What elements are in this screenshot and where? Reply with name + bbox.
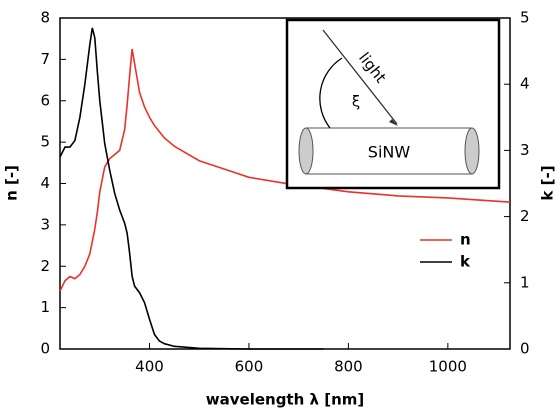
y-tick-label: 6 bbox=[40, 91, 50, 109]
angle-label: ξ bbox=[352, 93, 360, 111]
y-tick-label: 5 bbox=[40, 133, 50, 151]
legend-label: n bbox=[460, 231, 471, 249]
y2-tick-label: 4 bbox=[520, 75, 530, 93]
y2-tick-label: 0 bbox=[520, 340, 530, 358]
angle-arc bbox=[319, 57, 343, 129]
y-tick-label: 8 bbox=[40, 9, 50, 27]
x-tick-label: 1000 bbox=[429, 358, 467, 376]
cylinder-end bbox=[298, 127, 314, 175]
x-tick-label: 800 bbox=[334, 358, 363, 376]
light-ray bbox=[322, 29, 398, 125]
series-line bbox=[59, 48, 511, 292]
cylinder-end bbox=[464, 127, 480, 175]
series-line bbox=[59, 27, 324, 350]
y2-tick-label: 1 bbox=[520, 273, 530, 291]
arrow-head bbox=[389, 119, 398, 126]
y-tick-label: 0 bbox=[40, 340, 50, 358]
x-axis-title: wavelength λ [nm] bbox=[206, 391, 364, 409]
inset: light ξ SiNW bbox=[285, 18, 501, 190]
y2-axis-title: k [-] bbox=[539, 165, 557, 200]
y-tick-label: 3 bbox=[40, 215, 50, 233]
y-tick-label: 7 bbox=[40, 50, 50, 68]
legend-label: k bbox=[460, 253, 471, 271]
x-tick-label: 600 bbox=[235, 358, 264, 376]
y-tick-label: 2 bbox=[40, 257, 50, 275]
y2-tick-label: 3 bbox=[520, 141, 530, 159]
y2-tick-label: 2 bbox=[520, 207, 530, 225]
y-tick-label: 4 bbox=[40, 174, 50, 192]
nanowire-label: SiNW bbox=[368, 143, 411, 162]
y-tick-label: 1 bbox=[40, 298, 50, 316]
y2-tick-label: 5 bbox=[520, 9, 530, 27]
y-axis-title: n [-] bbox=[3, 165, 21, 201]
x-tick-label: 400 bbox=[135, 358, 164, 376]
